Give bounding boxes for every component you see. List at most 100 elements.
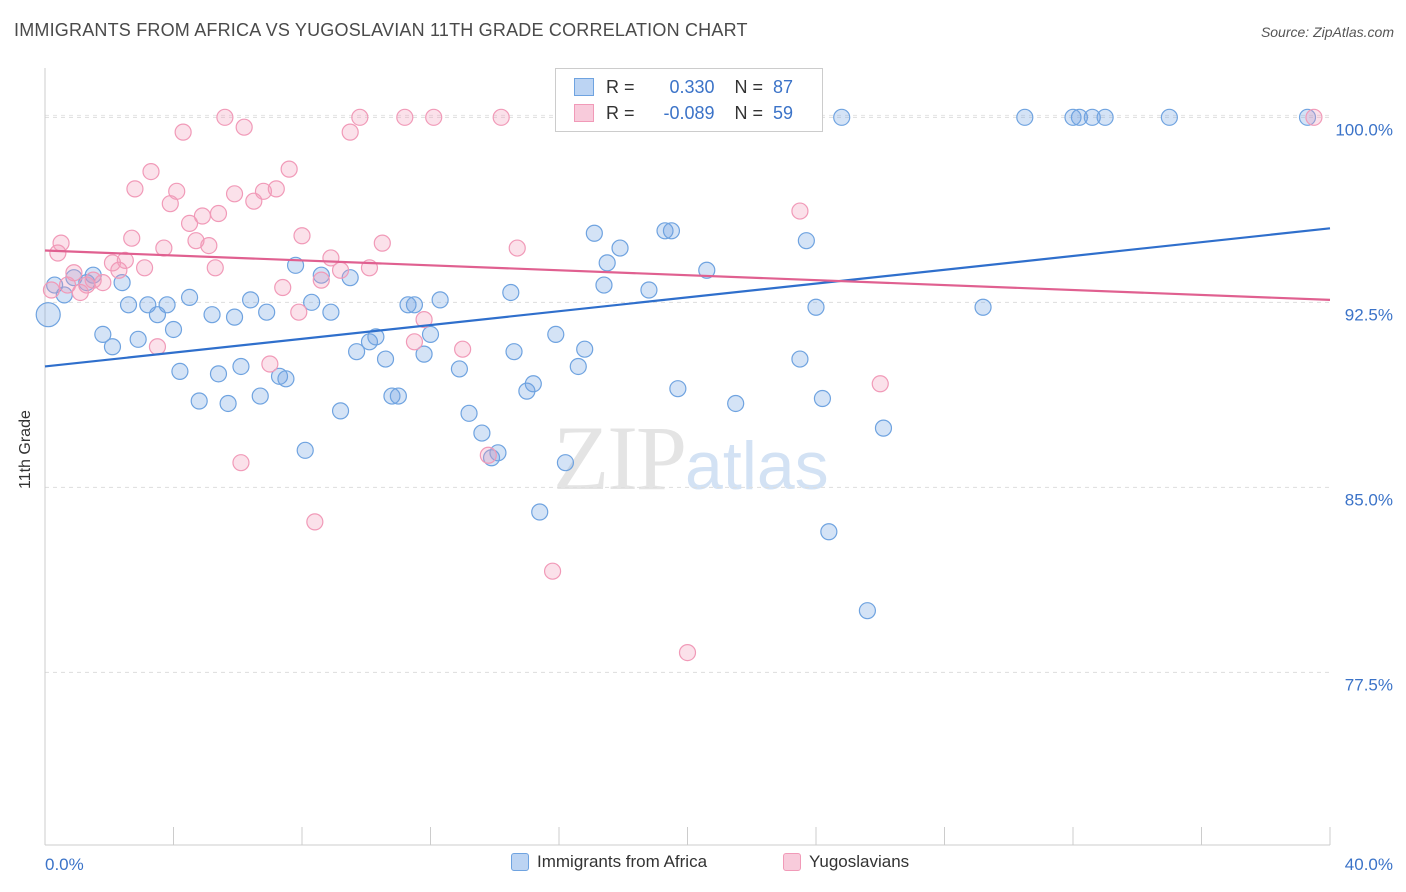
africa-point <box>450 360 469 378</box>
yugoslavians-point <box>396 108 414 126</box>
africa-point <box>473 424 491 442</box>
africa-point <box>640 281 658 299</box>
africa-point <box>502 283 520 302</box>
legend-swatch-yugoslavians <box>783 853 801 871</box>
series-yugoslavians-points <box>42 108 1323 662</box>
africa-point <box>103 338 122 356</box>
africa-point <box>1064 108 1082 126</box>
yugoslavians-point <box>341 123 359 141</box>
legend-label-yugoslavians: Yugoslavians <box>809 852 910 871</box>
africa-point <box>833 108 851 126</box>
r-value: -0.089 <box>663 102 715 123</box>
africa-point <box>1070 108 1089 126</box>
watermark-zip: ZIP <box>553 407 687 509</box>
africa-point <box>383 387 401 405</box>
n-label: N = <box>734 102 764 123</box>
africa-point <box>611 239 629 257</box>
africa-point <box>171 362 189 380</box>
africa-point <box>219 394 237 413</box>
africa-point <box>974 298 992 316</box>
legend-swatch-africa <box>574 78 594 96</box>
africa-point <box>874 419 893 437</box>
yugoslavians-point <box>543 562 562 580</box>
trend-line-yugoslavians <box>44 249 1331 301</box>
yugoslavians-point <box>351 108 369 126</box>
africa-point <box>1298 108 1317 126</box>
africa-point <box>1096 108 1114 126</box>
africa-point <box>698 261 716 279</box>
n-value: 87 <box>773 76 794 97</box>
yugoslavians-point <box>206 259 224 277</box>
legend-swatch-yugoslavians <box>574 104 594 122</box>
africa-point <box>190 392 208 410</box>
africa-point <box>35 302 61 328</box>
africa-point <box>505 343 523 361</box>
yugoslavians-point <box>142 163 160 181</box>
yugoslavians-point <box>454 340 472 358</box>
africa-point <box>585 224 603 242</box>
africa-point <box>258 303 276 321</box>
africa-point <box>277 370 295 388</box>
africa-point <box>348 343 366 361</box>
africa-point <box>389 387 407 405</box>
yugoslavians-point <box>871 375 889 393</box>
africa-point <box>531 503 549 521</box>
africa-point <box>1083 108 1101 126</box>
yugoslavians-point <box>123 229 141 247</box>
africa-point <box>556 454 575 472</box>
africa-point <box>415 345 433 363</box>
yugoslavians-point <box>479 446 497 464</box>
watermark-atlas: atlas <box>685 428 829 504</box>
africa-point <box>296 441 314 459</box>
africa-point <box>547 325 565 343</box>
n-label: N = <box>734 76 764 97</box>
yugoslavians-point <box>49 244 67 262</box>
africa-point <box>524 375 542 393</box>
africa-point <box>595 276 613 294</box>
x-tick-label-max: 40.0% <box>1345 855 1393 874</box>
africa-point <box>322 303 340 321</box>
yugoslavians-point <box>126 180 144 198</box>
yugoslavians-point <box>306 513 324 531</box>
r-label: R = <box>606 102 635 123</box>
africa-point <box>431 291 449 309</box>
y-tick-label: 77.5% <box>1345 675 1393 694</box>
africa-point <box>119 296 138 314</box>
africa-point <box>1016 108 1034 126</box>
africa-point <box>251 387 269 405</box>
africa-point <box>399 296 417 314</box>
yugoslavians-point <box>135 259 154 277</box>
africa-point <box>820 523 838 541</box>
yugoslavians-point <box>492 108 510 126</box>
legend-item-africa[interactable]: Immigrants from Africa <box>511 852 707 872</box>
africa-point <box>158 296 176 314</box>
africa-point <box>209 365 228 383</box>
yugoslavians-point <box>274 278 292 297</box>
yugoslavians-point <box>331 261 350 279</box>
yugoslavians-point <box>312 271 330 289</box>
africa-point <box>858 602 877 620</box>
africa-point <box>405 296 424 314</box>
yugoslavians-point <box>405 333 424 351</box>
source-label: Source: ZipAtlas.com <box>1260 24 1394 40</box>
series-africa-points <box>35 108 1317 620</box>
africa-point <box>656 222 674 240</box>
africa-point <box>203 306 221 324</box>
africa-point <box>129 330 147 348</box>
yugoslavians-point <box>267 180 285 198</box>
y-tick-label: 85.0% <box>1345 490 1393 509</box>
axes <box>44 68 1331 846</box>
trend-lines <box>44 227 1331 368</box>
yugoslavians-point <box>42 281 61 299</box>
africa-point <box>232 357 250 376</box>
africa-point <box>813 389 832 408</box>
yugoslavians-point <box>225 185 244 203</box>
yugoslavians-point <box>1305 108 1323 126</box>
yugoslavians-point <box>293 227 311 245</box>
yugoslavians-point <box>110 261 128 279</box>
yugoslavians-point <box>216 108 234 126</box>
chart-title: IMMIGRANTS FROM AFRICA VS YUGOSLAVIAN 11… <box>14 20 748 40</box>
legend-item-yugoslavians[interactable]: Yugoslavians <box>783 852 909 872</box>
africa-point <box>303 293 321 311</box>
x-tick-label-min: 0.0% <box>45 855 84 874</box>
